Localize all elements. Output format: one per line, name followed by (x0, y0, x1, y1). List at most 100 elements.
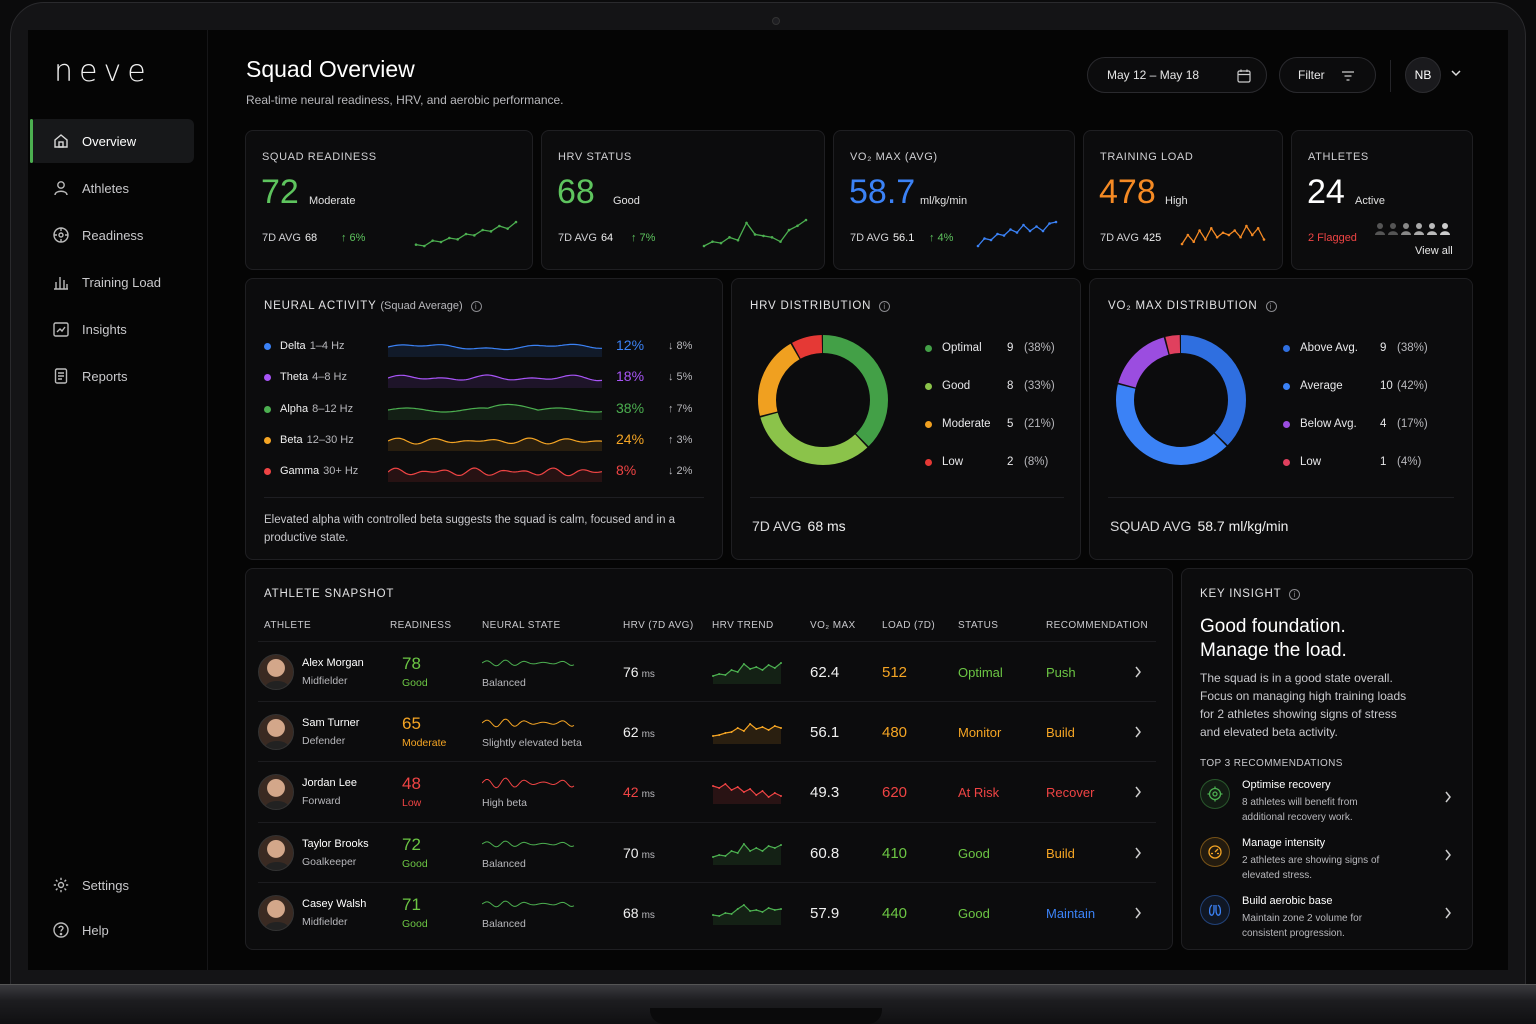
trend-fill (713, 724, 781, 745)
sparkline-point (1227, 233, 1231, 237)
sidebar-nav: Overview Athletes Readiness Training Loa… (30, 119, 194, 401)
neural-band-row: Alpha 8–12 Hz 38% ↑ 7% (264, 400, 704, 420)
info-icon[interactable]: i (879, 301, 891, 312)
legend-count: 2 (1007, 456, 1014, 468)
gauge-icon (1200, 837, 1230, 867)
readiness-value: 65 (402, 714, 421, 734)
table-row[interactable]: Taylor Brooks Goalkeeper 72 Good Balanced 70 m… (258, 821, 1156, 882)
kpi-card-load[interactable]: TRAINING LOAD 478 High 7D AVG 425 (1083, 130, 1283, 270)
band-name: Beta 12–30 Hz (280, 433, 354, 446)
legend-label: Optimal (942, 342, 982, 354)
table-row[interactable]: Casey Walsh Midfielder 71 Good Balanced 68 ms 5… (258, 881, 1156, 942)
legend-label: Low (942, 456, 964, 468)
band-delta: ↓ 5% (668, 371, 693, 384)
sparkline-point (423, 244, 426, 248)
chevron-right-icon[interactable] (1134, 847, 1142, 859)
info-icon[interactable]: i (470, 301, 482, 312)
sparkline-point (796, 224, 799, 228)
band-dot (264, 374, 271, 382)
neural-state: Balanced (482, 677, 526, 689)
athlete-name: Taylor Brooks (302, 837, 369, 850)
recommendation-item[interactable]: Manage intensity 2 athletes are showing s… (1200, 837, 1464, 887)
flagged-count[interactable]: 2 Flagged (1308, 232, 1357, 244)
filter-button[interactable]: Filter (1279, 57, 1376, 93)
readiness-sparkline (414, 220, 518, 248)
trend-line (712, 842, 782, 858)
trend-point (742, 903, 745, 906)
trend-point (718, 787, 721, 790)
date-range-picker[interactable]: May 12 – May 18 (1087, 57, 1267, 93)
trend-line (712, 723, 782, 737)
chevron-right-icon[interactable] (1444, 849, 1452, 861)
trend-point (724, 911, 727, 914)
recommendation: Build (1046, 845, 1075, 861)
table-row[interactable]: Sam Turner Defender 65 Moderate Slightly ele… (258, 701, 1156, 761)
chevron-right-icon[interactable] (1444, 907, 1452, 919)
trend-point (749, 723, 752, 726)
chevron-down-icon[interactable] (1450, 68, 1462, 78)
trend-point (755, 846, 758, 849)
hrv-donut-chart (758, 335, 888, 465)
app-logo: neve (54, 54, 152, 89)
info-icon[interactable]: i (1289, 589, 1301, 600)
recommendation-item[interactable]: Build aerobic base Maintain zone 2 volume… (1200, 895, 1464, 945)
sidebar-item-label: Readiness (82, 227, 144, 243)
recommendation-title: Optimise recovery (1242, 779, 1331, 791)
band-wave-fill (388, 437, 602, 451)
kpi-label: ATHLETES (1308, 151, 1369, 163)
sparkline-point (1180, 242, 1184, 246)
trend-point (724, 854, 727, 857)
kpi-card-vo2[interactable]: VO₂ MAX (AVG) 58.7 ml/kg/min 7D AVG 56.1 … (833, 130, 1075, 270)
sidebar-item-insights[interactable]: Insights (30, 307, 194, 351)
kpi-card-readiness[interactable]: SQUAD READINESS 72 Moderate 7D AVG 68 ↑ 6… (245, 130, 533, 270)
kpi-label: VO₂ MAX (AVG) (850, 151, 938, 163)
trend-line (712, 783, 782, 799)
trend-point (773, 846, 776, 849)
chevron-right-icon[interactable] (1134, 726, 1142, 738)
kpi-card-hrv[interactable]: HRV STATUS 68 Good 7D AVG 64 ↑ 7% (541, 130, 825, 270)
sparkline-point (787, 228, 791, 232)
sparkline-point (1250, 233, 1254, 237)
sidebar-item-overview[interactable]: Overview (30, 119, 194, 163)
user-avatar[interactable]: NB (1405, 57, 1441, 93)
kpi-card-athletes[interactable]: ATHLETES 24 Active 2 Flagged View all (1291, 130, 1473, 270)
chevron-right-icon[interactable] (1134, 666, 1142, 678)
chevron-right-icon[interactable] (1134, 907, 1142, 919)
legend-dot (1283, 345, 1290, 352)
load-value: 440 (882, 904, 908, 922)
sparkline-point (728, 236, 731, 239)
readiness-value: 72 (402, 834, 421, 854)
vo2-value: 49.3 (810, 784, 840, 802)
legend-percent: (38%) (1024, 342, 1055, 354)
trend-point (742, 791, 745, 794)
recommendation-item[interactable]: Optimise recovery 8 athletes will benefit… (1200, 779, 1464, 829)
trend-point (773, 667, 776, 669)
neural-divider (264, 497, 704, 498)
info-icon[interactable]: i (1265, 301, 1277, 312)
trend-point (780, 727, 782, 730)
readiness-value: 71 (402, 894, 421, 914)
readiness-label: Good (402, 917, 428, 930)
sparkline-point (1048, 222, 1051, 225)
sidebar-item-reports[interactable]: Reports (30, 354, 194, 398)
sidebar-item-help[interactable]: Help (30, 909, 194, 951)
table-row[interactable]: Jordan Lee Forward 48 Low High beta 42 ms 49.3 6… (258, 761, 1156, 821)
header-divider (1390, 60, 1391, 92)
sparkline-point (1262, 238, 1266, 241)
sidebar-item-settings[interactable]: Settings (30, 864, 194, 906)
sidebar-item-training-load[interactable]: Training Load (30, 260, 194, 304)
sidebar-item-athletes[interactable]: Athletes (30, 166, 194, 210)
view-all-link[interactable]: View all (1415, 245, 1453, 257)
vo2-value: 60.8 (810, 844, 840, 862)
laptop-notch (650, 1008, 882, 1024)
trend-point (780, 907, 782, 910)
table-row[interactable]: Alex Morgan Midfielder 78 Good Balanced 76 ms 6… (258, 641, 1156, 701)
trend-point (712, 913, 714, 916)
chevron-right-icon[interactable] (1444, 791, 1452, 803)
chevron-right-icon[interactable] (1134, 786, 1142, 798)
legend-percent: (8%) (1024, 456, 1049, 468)
sparkline-point (745, 221, 748, 225)
recommendation-desc: 2 athletes are showing signs of elevated… (1242, 855, 1380, 881)
trend-point (718, 914, 721, 917)
sidebar-item-readiness[interactable]: Readiness (30, 213, 194, 257)
